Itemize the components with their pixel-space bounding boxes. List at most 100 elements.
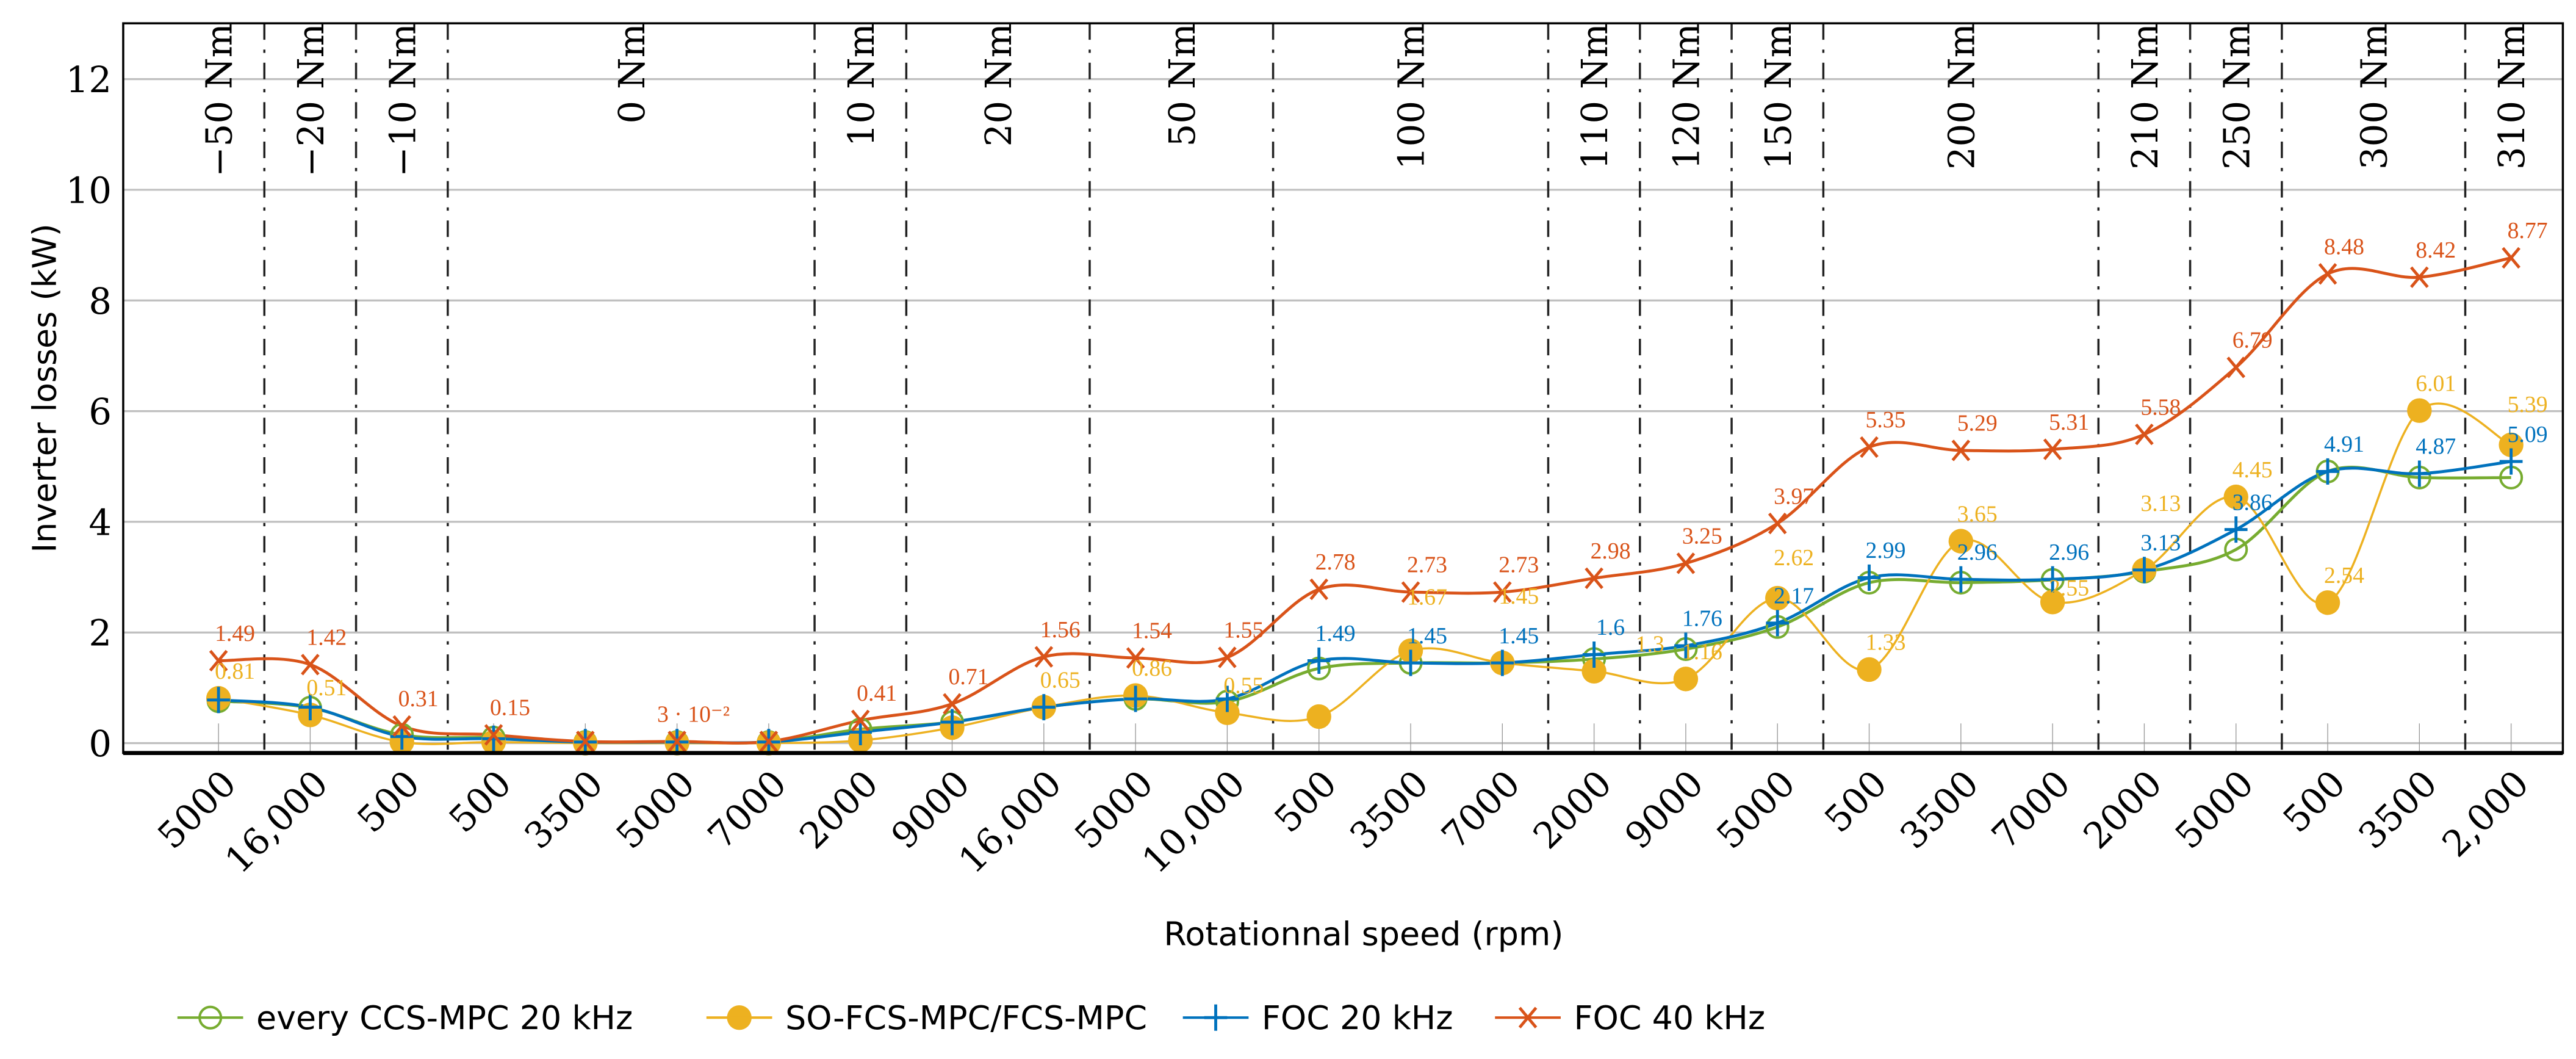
torque-group-label: 100 Nm bbox=[1391, 23, 1433, 170]
filled-circle-marker bbox=[2499, 432, 2524, 458]
x-tick-label: 10,000 bbox=[1134, 762, 1253, 881]
data-label: 0.55 bbox=[1223, 673, 1264, 698]
plus-marker bbox=[1215, 685, 1239, 712]
y-tick-labels: 0 2 4 6 8 10 12 bbox=[66, 59, 112, 765]
x-tick-label: 16,000 bbox=[217, 762, 336, 881]
plus-marker bbox=[1582, 641, 1606, 668]
data-label: 4.87 bbox=[2416, 434, 2456, 460]
filled-circle-marker bbox=[1581, 659, 1606, 684]
data-label: 2.78 bbox=[1315, 549, 1356, 575]
plus-marker bbox=[940, 709, 964, 736]
torque-group-label: 200 Nm bbox=[1940, 23, 1982, 170]
data-label: 5.35 bbox=[1865, 407, 1905, 433]
data-label: 0.86 bbox=[1132, 656, 1172, 681]
y-tick-label: 2 bbox=[88, 612, 112, 654]
x-tick-label: 500 bbox=[2275, 762, 2354, 841]
y-tick-label: 6 bbox=[88, 391, 112, 433]
x-tick-label: 5000 bbox=[2167, 762, 2262, 857]
data-label: 1.54 bbox=[1132, 618, 1172, 644]
data-label: 1.45 bbox=[1498, 623, 1539, 649]
cross-marker bbox=[1218, 646, 1237, 668]
cross-marker bbox=[1034, 646, 1054, 668]
data-label: 0.65 bbox=[1040, 667, 1081, 693]
data-label: 8.77 bbox=[2508, 218, 2548, 244]
cross-marker bbox=[851, 709, 870, 732]
cross-marker bbox=[1860, 436, 1879, 458]
x-axis-label: Rotationnal speed (rpm) bbox=[1164, 915, 1563, 953]
group-separators bbox=[263, 23, 2467, 753]
torque-group-label: −20 Nm bbox=[290, 23, 332, 177]
x-tick-label: 5000 bbox=[1708, 762, 1803, 857]
data-label: 1.6 bbox=[1596, 615, 1625, 640]
data-label: 2.98 bbox=[1591, 538, 1631, 564]
data-label: 4.45 bbox=[2232, 457, 2273, 483]
legend: every CCS-MPC 20 kHz SO-FCS-MPC/FCS-MPC FO… bbox=[177, 999, 1766, 1037]
cross-marker bbox=[392, 715, 412, 737]
x-tick-label: 9000 bbox=[1617, 762, 1711, 857]
x-tick-label: 500 bbox=[349, 762, 428, 841]
data-label: 1.67 bbox=[1407, 585, 1447, 610]
filled-circle-marker bbox=[2223, 484, 2248, 510]
torque-group-label: 20 Nm bbox=[977, 23, 1020, 146]
y-tick-label: 10 bbox=[66, 169, 112, 211]
x-tick-label: 5000 bbox=[608, 762, 702, 857]
legend-entry: FOC 40 kHz bbox=[1574, 999, 1766, 1037]
data-label: 5.31 bbox=[2049, 410, 2089, 435]
data-label: 2.73 bbox=[1407, 552, 1447, 578]
data-label: 3 · 10⁻² bbox=[657, 702, 730, 728]
x-tick-label: 500 bbox=[1816, 762, 1895, 841]
data-label: 2.96 bbox=[1957, 540, 1998, 565]
data-label: 1.49 bbox=[1315, 621, 1356, 646]
plus-marker bbox=[1766, 610, 1790, 637]
data-label: 0.51 bbox=[306, 675, 347, 701]
data-label: 8.48 bbox=[2324, 234, 2364, 259]
plus-marker bbox=[2316, 458, 2339, 485]
plus-marker bbox=[482, 725, 505, 752]
data-label: 1.49 bbox=[215, 621, 255, 646]
torque-group-label: −50 Nm bbox=[198, 23, 240, 177]
plus-marker bbox=[1674, 632, 1697, 659]
x-tick-label: 2000 bbox=[2075, 762, 2170, 857]
x-tick-label: 500 bbox=[441, 762, 520, 841]
data-label: 2.62 bbox=[1774, 545, 1814, 571]
plus-marker bbox=[207, 687, 230, 714]
x-tick-label: 2000 bbox=[1525, 762, 1619, 857]
cross-marker bbox=[1126, 647, 1145, 669]
cross-marker bbox=[1493, 581, 1512, 603]
data-label: 1.42 bbox=[306, 624, 347, 650]
x-tick-label: 2,000 bbox=[2434, 762, 2537, 866]
legend-entry: FOC 20 kHz bbox=[1262, 999, 1453, 1037]
plus-marker bbox=[2041, 566, 2064, 593]
data-label: 2.96 bbox=[2049, 540, 2089, 565]
plus-marker bbox=[1857, 564, 1881, 591]
data-label: 0.41 bbox=[857, 681, 897, 706]
cross-marker bbox=[1768, 512, 1787, 535]
data-label: 3.65 bbox=[1957, 501, 1998, 527]
cross-marker bbox=[759, 731, 779, 753]
x-tick-label: 3500 bbox=[2350, 762, 2445, 857]
cross-marker bbox=[575, 731, 595, 753]
data-label: 0.31 bbox=[398, 686, 439, 712]
plus-marker bbox=[2408, 460, 2431, 487]
data-label: 5.09 bbox=[2508, 422, 2548, 447]
plus-marker bbox=[1949, 566, 1973, 593]
filled-circle-marker bbox=[1306, 704, 1331, 729]
cross-marker bbox=[484, 724, 503, 746]
data-label: 5.39 bbox=[2508, 392, 2548, 417]
cross-marker bbox=[2318, 263, 2337, 285]
x-tick-label: 500 bbox=[1266, 762, 1345, 841]
data-label: 0.71 bbox=[948, 664, 988, 690]
y-tick-label: 4 bbox=[88, 501, 112, 543]
filled-circle-marker bbox=[1765, 585, 1790, 611]
data-label: 1.33 bbox=[1865, 630, 1905, 656]
torque-group-label: 300 Nm bbox=[2353, 23, 2395, 170]
y-axis-label: Inverter losses (kW) bbox=[26, 223, 64, 552]
data-label: 2.99 bbox=[1865, 538, 1905, 563]
y-tick-label: 12 bbox=[66, 59, 112, 101]
data-label: 0.81 bbox=[215, 659, 255, 684]
x-tick-label: 7000 bbox=[700, 762, 794, 857]
data-label: 1.3 bbox=[1636, 631, 1664, 657]
torque-group-label: 0 Nm bbox=[611, 23, 653, 123]
